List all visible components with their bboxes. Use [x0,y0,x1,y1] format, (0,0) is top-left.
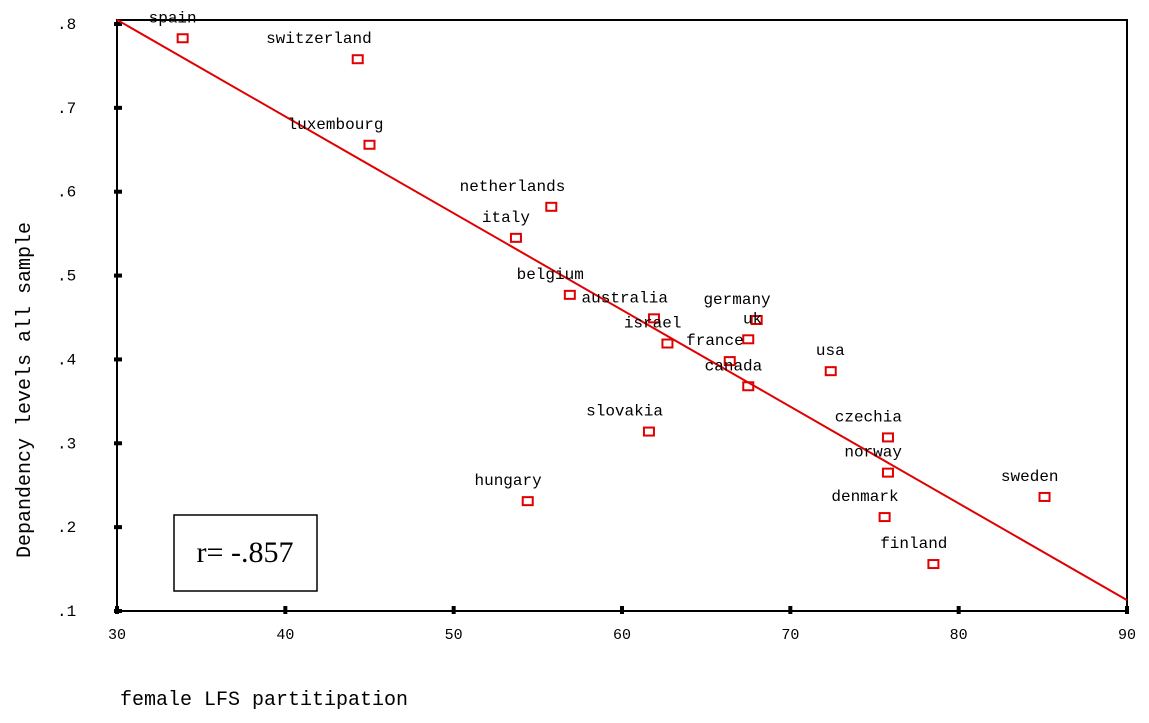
point-label: finland [880,535,947,553]
point-label: canada [705,357,763,375]
point [642,426,655,437]
point [1038,491,1051,502]
point [824,366,837,377]
point [881,467,894,478]
point-label: netherlands [460,178,566,196]
point [881,432,894,443]
point [750,315,763,326]
y-tick-label: .6 [57,184,76,202]
y-axis-title: Depandency levels all sample [14,222,37,558]
x-tick-label: 30 [108,627,126,644]
point-label: hungary [475,472,543,490]
fit-line [116,18,1128,601]
point-label: czechia [835,408,903,426]
x-tick-label: 80 [950,627,968,644]
point-label: france [686,332,744,350]
point [742,334,755,345]
annotation: r= -.857 [197,536,294,569]
point-label: spain [149,9,197,27]
point [363,139,376,150]
point [509,232,522,243]
x-tick-label: 90 [1118,627,1136,644]
point [521,496,534,507]
y-tick-label: .4 [57,351,76,369]
point [878,512,891,523]
x-tick-label: 50 [445,627,463,644]
point-label: germany [703,291,771,309]
point-label: belgium [517,266,584,284]
y-tick-label: .2 [57,519,76,537]
point-label: sweden [1001,468,1059,486]
point [927,559,940,570]
point-label: norway [844,444,902,462]
y-tick-label: .1 [57,603,76,621]
x-tick-label: 40 [276,627,294,644]
point-label: australia [582,289,669,307]
point-label: slovakia [586,403,663,421]
annotation-box [173,514,318,592]
point [176,33,189,44]
point-label: denmark [831,488,898,506]
x-axis-title: female LFS partitipation [120,689,408,712]
point [563,289,576,300]
x-tick-label: 60 [613,627,631,644]
point-label: luxembourg [287,116,383,134]
y-tick-label: .5 [57,268,76,286]
point-label: israel [624,314,682,332]
point [351,54,364,65]
point [647,313,660,324]
x-tick-label: 70 [781,627,799,644]
y-tick-label: .8 [57,16,76,34]
point-label: italy [482,209,530,227]
point [742,381,755,392]
point [723,356,736,367]
point-label: uk [743,310,762,328]
point-label: switzerland [266,30,372,48]
y-tick-label: .7 [57,100,76,118]
point-label: usa [816,342,845,360]
point [545,201,558,212]
point [661,338,674,349]
y-tick-label: .3 [57,435,76,453]
